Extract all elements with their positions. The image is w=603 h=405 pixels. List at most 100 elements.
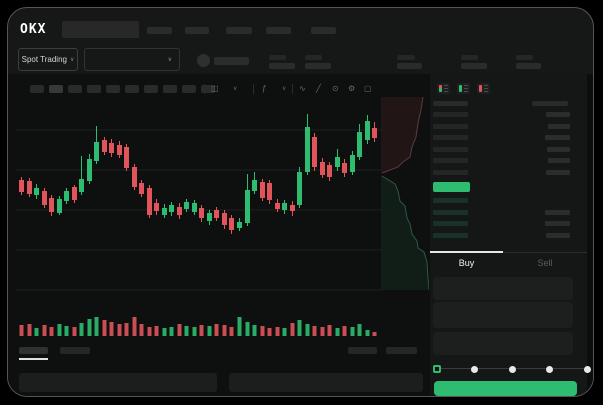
candle-type-icon[interactable]: ◫	[211, 84, 219, 93]
icon-line	[444, 88, 448, 89]
ticker-stat-value	[269, 63, 295, 69]
price-placeholder	[433, 210, 468, 215]
price-placeholder	[433, 170, 468, 175]
slider-stop-50[interactable]	[509, 366, 516, 373]
amount-placeholder	[546, 112, 570, 117]
nav-item[interactable]	[185, 27, 209, 34]
bid-row[interactable]	[433, 210, 570, 216]
orderbook-layout-toggle-bids[interactable]	[457, 83, 470, 94]
nav-item[interactable]	[266, 27, 291, 34]
timeframe-button[interactable]	[49, 85, 63, 93]
slider-stop-100[interactable]	[584, 366, 591, 373]
bottom-tab-active[interactable]	[19, 347, 48, 354]
buy-submit-button[interactable]	[434, 381, 577, 396]
bids-bar-icon	[459, 85, 462, 92]
line-style-icon[interactable]: ∿	[299, 84, 306, 93]
order-price-field[interactable]	[433, 277, 573, 300]
asks-list	[433, 112, 570, 182]
sell-tab[interactable]: Sell	[537, 258, 553, 268]
candlestick-chart[interactable]	[16, 95, 382, 295]
price-placeholder	[433, 112, 468, 117]
okx-logo: OKX	[20, 22, 47, 37]
timeframe-button[interactable]	[182, 85, 196, 93]
icon-line	[464, 91, 468, 92]
bottom-tab[interactable]	[60, 347, 90, 354]
active-tab-underline	[19, 358, 48, 360]
price-placeholder	[433, 198, 468, 203]
timeframe-button[interactable]	[125, 85, 139, 93]
ask-row[interactable]	[433, 147, 570, 153]
icon-line	[484, 91, 488, 92]
slider-handle[interactable]	[433, 365, 441, 373]
icon-line	[464, 85, 468, 86]
orderbook-layout-toggle-combined[interactable]	[437, 83, 450, 94]
ticker-stat-value	[461, 63, 487, 69]
asks-bar-icon	[479, 85, 482, 92]
amount-placeholder	[546, 233, 570, 238]
timeframe-button[interactable]	[163, 85, 177, 93]
timeframe-button[interactable]	[144, 85, 158, 93]
pair-selector-dropdown[interactable]: ∨	[84, 48, 180, 71]
market-selector-label: Spot Trading	[21, 55, 67, 64]
camera-icon[interactable]: ⊙	[332, 84, 339, 93]
icon-line	[484, 88, 488, 89]
chevron-down-icon[interactable]: ∨	[282, 86, 287, 92]
bids-list	[433, 198, 570, 244]
amount-placeholder	[545, 210, 570, 215]
ask-row[interactable]	[433, 158, 570, 164]
order-total-field[interactable]	[433, 332, 573, 355]
bid-row[interactable]	[433, 198, 570, 204]
toolbar-divider	[253, 84, 254, 94]
depth-chart	[381, 97, 429, 290]
bottom-toolbar-button[interactable]	[386, 347, 417, 354]
nav-item[interactable]	[147, 27, 172, 34]
pair-name-placeholder	[214, 57, 249, 65]
settings-icon[interactable]: ⚙	[348, 84, 356, 93]
nav-item[interactable]	[311, 27, 336, 34]
timeframe-button[interactable]	[30, 85, 44, 93]
ask-row[interactable]	[433, 112, 570, 118]
ticker-stat-value	[516, 63, 541, 69]
fullscreen-icon[interactable]: ▢	[364, 84, 372, 93]
volume-chart[interactable]	[16, 300, 382, 336]
toolbar-divider	[204, 84, 205, 94]
icon-line	[484, 85, 488, 86]
nav-item[interactable]	[226, 27, 252, 34]
orderbook-header-amount	[532, 101, 568, 106]
amount-placeholder	[545, 221, 570, 226]
timeframe-button[interactable]	[106, 85, 120, 93]
slider-stop-25[interactable]	[471, 366, 478, 373]
orderbook-layout-toggle-asks[interactable]	[477, 83, 490, 94]
draw-tool-icon[interactable]: ╱	[316, 84, 321, 93]
buy-tab-indicator	[430, 251, 503, 253]
timeframe-button[interactable]	[201, 85, 215, 93]
price-placeholder	[433, 233, 468, 238]
bid-row[interactable]	[433, 221, 570, 227]
market-selector-button[interactable]: Spot Trading ∨	[18, 48, 78, 71]
buy-tab[interactable]: Buy	[458, 258, 475, 268]
bottom-panel	[19, 373, 217, 392]
chevron-down-icon: ∨	[167, 56, 172, 63]
slider-stop-75[interactable]	[546, 366, 553, 373]
last-price-bar[interactable]	[433, 182, 470, 192]
order-amount-field[interactable]	[433, 302, 573, 328]
right-margin	[587, 74, 593, 396]
ask-row[interactable]	[433, 124, 570, 130]
bottom-toolbar-button[interactable]	[348, 347, 377, 354]
amount-placeholder	[546, 170, 570, 175]
indicators-icon[interactable]: ƒ	[262, 84, 267, 93]
search-input[interactable]	[62, 21, 139, 38]
amount-placeholder	[547, 147, 570, 152]
ask-row[interactable]	[433, 135, 570, 141]
amount-placeholder	[545, 135, 570, 140]
bid-row[interactable]	[433, 233, 570, 239]
ticker-stat-label	[461, 55, 478, 60]
ask-row[interactable]	[433, 170, 570, 176]
price-placeholder	[433, 135, 468, 140]
timeframe-button[interactable]	[87, 85, 101, 93]
chevron-down-icon[interactable]: ∨	[233, 86, 238, 92]
timeframe-button[interactable]	[68, 85, 82, 93]
price-placeholder	[433, 221, 468, 226]
ticker-stat-value	[305, 63, 331, 69]
